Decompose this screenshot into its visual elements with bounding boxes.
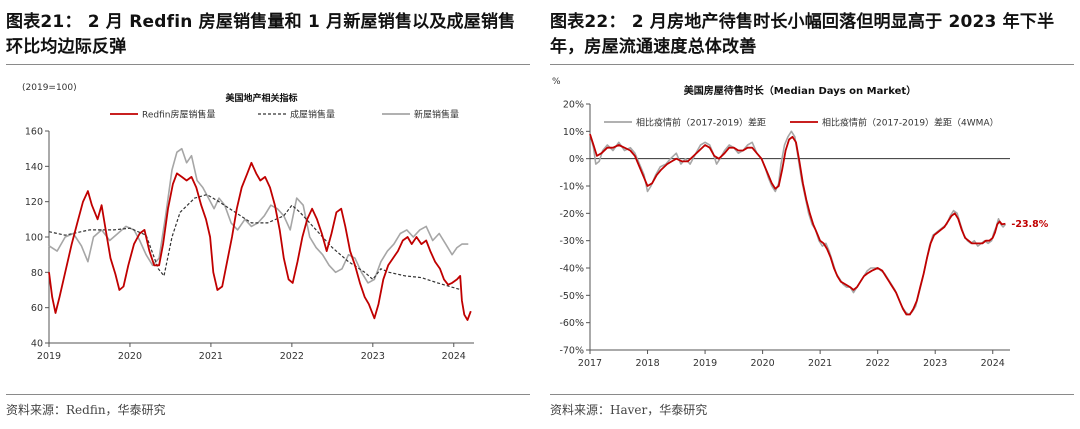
y-tick-label: -20% — [559, 209, 584, 220]
x-tick-label: 2020 — [118, 351, 142, 362]
x-tick-label: 2023 — [361, 351, 385, 362]
series-line-1 — [48, 161, 472, 321]
x-tick-label: 2019 — [693, 358, 717, 369]
legend-label: 新屋销售量 — [414, 109, 459, 121]
top-rule — [550, 64, 1074, 65]
chart-title: 美国地产相关指标 — [225, 92, 297, 104]
x-tick-label: 2024 — [981, 358, 1005, 369]
source-note: 资料来源：Redfin，华泰研究 — [6, 403, 166, 417]
x-tick-label: 2023 — [923, 358, 947, 369]
y-tick-label: -10% — [559, 182, 584, 193]
chart-days-on-market: -70% -60% -50% -40% -30% -20% -10% 0% 10% 20% 2017… — [552, 77, 1049, 369]
y-tick-label: 0% — [569, 154, 584, 165]
chart-title: 美国房屋待售时长（Median Days on Market） — [684, 84, 916, 97]
x-tick-label: 2018 — [635, 358, 659, 369]
figure-title: 图表22： 2 月房地产待售时长小幅回落但明显高于 2023 年下半年，房屋流通… — [550, 12, 1055, 57]
y-tick-label: -50% — [559, 291, 584, 302]
series-line-3 — [48, 147, 469, 284]
source-note: 资料来源：Haver，华泰研究 — [550, 403, 708, 417]
y-tick-label: 10% — [563, 127, 584, 138]
x-tick-label: 2020 — [751, 358, 775, 369]
y-tick-label: 20% — [563, 100, 584, 111]
x-tick-label: 2022 — [280, 351, 304, 362]
y-tick-label: 100 — [25, 233, 43, 244]
bottom-rule — [6, 394, 530, 395]
y-tick-label: -40% — [559, 264, 584, 275]
unit-note: % — [552, 77, 561, 87]
legend-label: 成屋销售量 — [290, 109, 335, 121]
series-line-2 — [589, 133, 1006, 316]
x-tick-label: 2017 — [578, 358, 602, 369]
top-rule — [6, 64, 530, 65]
y-tick-label: 40 — [31, 339, 43, 350]
legend-label: 相比疫情前（2017-2019）差距（4WMA） — [822, 117, 999, 129]
x-tick-label: 2024 — [442, 351, 466, 362]
chart-redfin-sales: 40 60 80 100 120 140 160 2019 2020 2021 2022 2023 20… — [22, 83, 474, 362]
x-tick-label: 2022 — [866, 358, 890, 369]
legend-label: Redfin房屋销售量 — [142, 109, 215, 121]
y-tick-label: -70% — [559, 346, 584, 357]
x-tick-label: 2021 — [199, 351, 223, 362]
figure-panel-21: 图表21： 2 月 Redfin 房屋销售量和 1 月新屋销售以及成屋销售环比均… — [0, 0, 536, 429]
figure-panel-22: 图表22： 2 月房地产待售时长小幅回落但明显高于 2023 年下半年，房屋流通… — [544, 0, 1080, 429]
y-tick-label: 80 — [31, 268, 43, 279]
y-tick-label: 60 — [31, 303, 43, 314]
y-tick-label: -30% — [559, 236, 584, 247]
legend-label: 相比疫情前（2017-2019）差距 — [636, 117, 766, 129]
x-tick-label: 2019 — [37, 351, 61, 362]
y-tick-label: -60% — [559, 318, 584, 329]
x-tick-label: 2021 — [808, 358, 832, 369]
figure-title: 图表21： 2 月 Redfin 房屋销售量和 1 月新屋销售以及成屋销售环比均… — [6, 12, 516, 57]
y-tick-label: 160 — [25, 127, 43, 138]
bottom-rule — [550, 394, 1074, 395]
end-value-label: -23.8% — [1011, 219, 1048, 230]
series-line-2 — [48, 194, 463, 291]
y-tick-label: 120 — [25, 197, 43, 208]
y-tick-label: 140 — [25, 162, 43, 173]
unit-note: (2019=100) — [22, 83, 77, 93]
